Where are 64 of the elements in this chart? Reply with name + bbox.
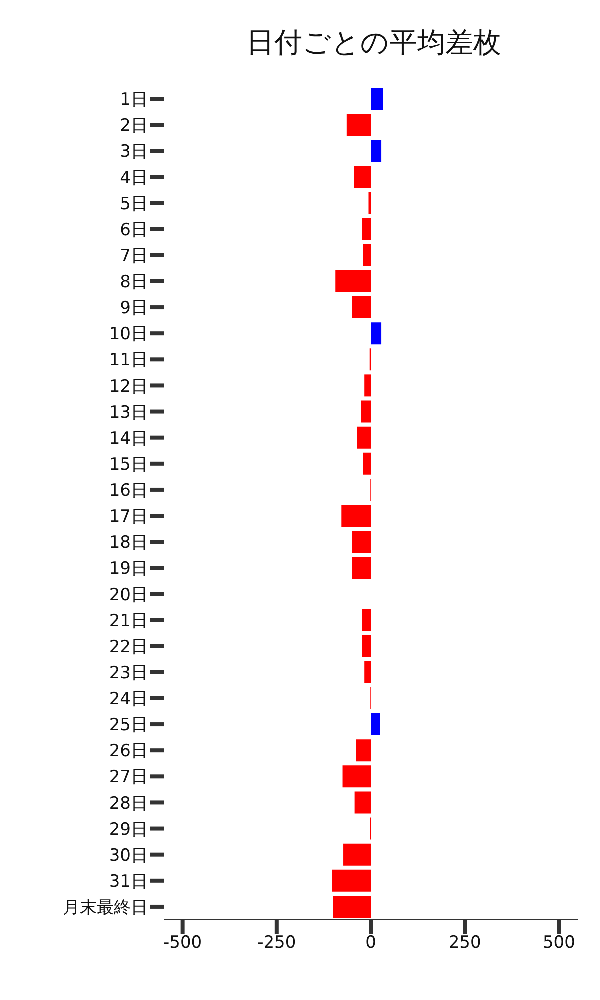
y-tick-label: 14日 xyxy=(109,428,148,449)
bar xyxy=(342,505,371,527)
bar xyxy=(357,426,371,449)
x-tick-label: 250 xyxy=(448,933,482,954)
y-tick-label: 16日 xyxy=(109,481,148,502)
y-tick-label: 25日 xyxy=(109,716,148,736)
bar xyxy=(362,635,371,658)
y-tick-label: 18日 xyxy=(109,533,148,554)
x-tick-label: 0 xyxy=(366,933,376,954)
x-tick-label: -250 xyxy=(258,933,296,954)
bar xyxy=(346,114,371,136)
bar xyxy=(352,557,371,580)
bar xyxy=(364,661,371,684)
y-tick-label: 5日 xyxy=(120,194,148,214)
chart-title: 日付ごとの平均差枚 xyxy=(246,25,502,61)
bar xyxy=(344,844,371,866)
bar xyxy=(352,296,371,318)
y-tick-label: 7日 xyxy=(120,246,148,266)
bar xyxy=(371,322,382,345)
bar xyxy=(371,88,384,110)
y-tick-label: 12日 xyxy=(109,376,148,397)
y-tick-label: 10日 xyxy=(109,324,148,345)
bar xyxy=(356,740,371,762)
y-tick-label: 26日 xyxy=(109,742,148,762)
bar xyxy=(336,270,371,292)
y-tick-label: 28日 xyxy=(109,794,148,814)
y-tick-label: 13日 xyxy=(109,402,148,423)
y-tick-label: 1日 xyxy=(120,90,148,110)
y-tick-label: 29日 xyxy=(109,820,148,840)
bar xyxy=(333,896,371,918)
bar xyxy=(354,792,371,814)
y-tick-label: 8日 xyxy=(120,272,148,293)
bar xyxy=(371,714,380,736)
bar xyxy=(352,531,371,554)
bar xyxy=(362,218,371,240)
x-tick-label: 500 xyxy=(542,933,576,954)
bar xyxy=(362,609,371,632)
y-tick-label: 30日 xyxy=(109,846,148,866)
bar xyxy=(354,166,371,188)
y-tick-label: 9日 xyxy=(120,298,148,319)
y-tick-label: 23日 xyxy=(109,663,148,684)
y-tick-label: 17日 xyxy=(109,507,148,528)
bar xyxy=(364,374,371,397)
y-tick-label: 月末最終日 xyxy=(63,898,148,918)
y-tick-label: 11日 xyxy=(109,350,148,371)
y-tick-label: 22日 xyxy=(109,637,148,658)
bar xyxy=(342,766,371,788)
y-tick-label: 2日 xyxy=(120,116,148,136)
y-tick-label: 4日 xyxy=(120,168,148,188)
bar xyxy=(371,140,382,162)
bar xyxy=(332,870,371,892)
bar xyxy=(361,400,371,423)
y-tick-label: 24日 xyxy=(109,690,148,710)
y-tick-label: 20日 xyxy=(109,585,148,606)
x-tick-label: -500 xyxy=(164,933,202,954)
y-tick-label: 6日 xyxy=(120,220,148,240)
y-tick-label: 15日 xyxy=(109,454,148,475)
y-tick-label: 27日 xyxy=(109,768,148,788)
bar xyxy=(363,244,371,266)
y-tick-label: 19日 xyxy=(109,559,148,580)
bar xyxy=(363,452,371,475)
y-tick-label: 31日 xyxy=(109,872,148,892)
y-tick-label: 21日 xyxy=(109,611,148,632)
y-tick-label: 3日 xyxy=(120,142,148,162)
